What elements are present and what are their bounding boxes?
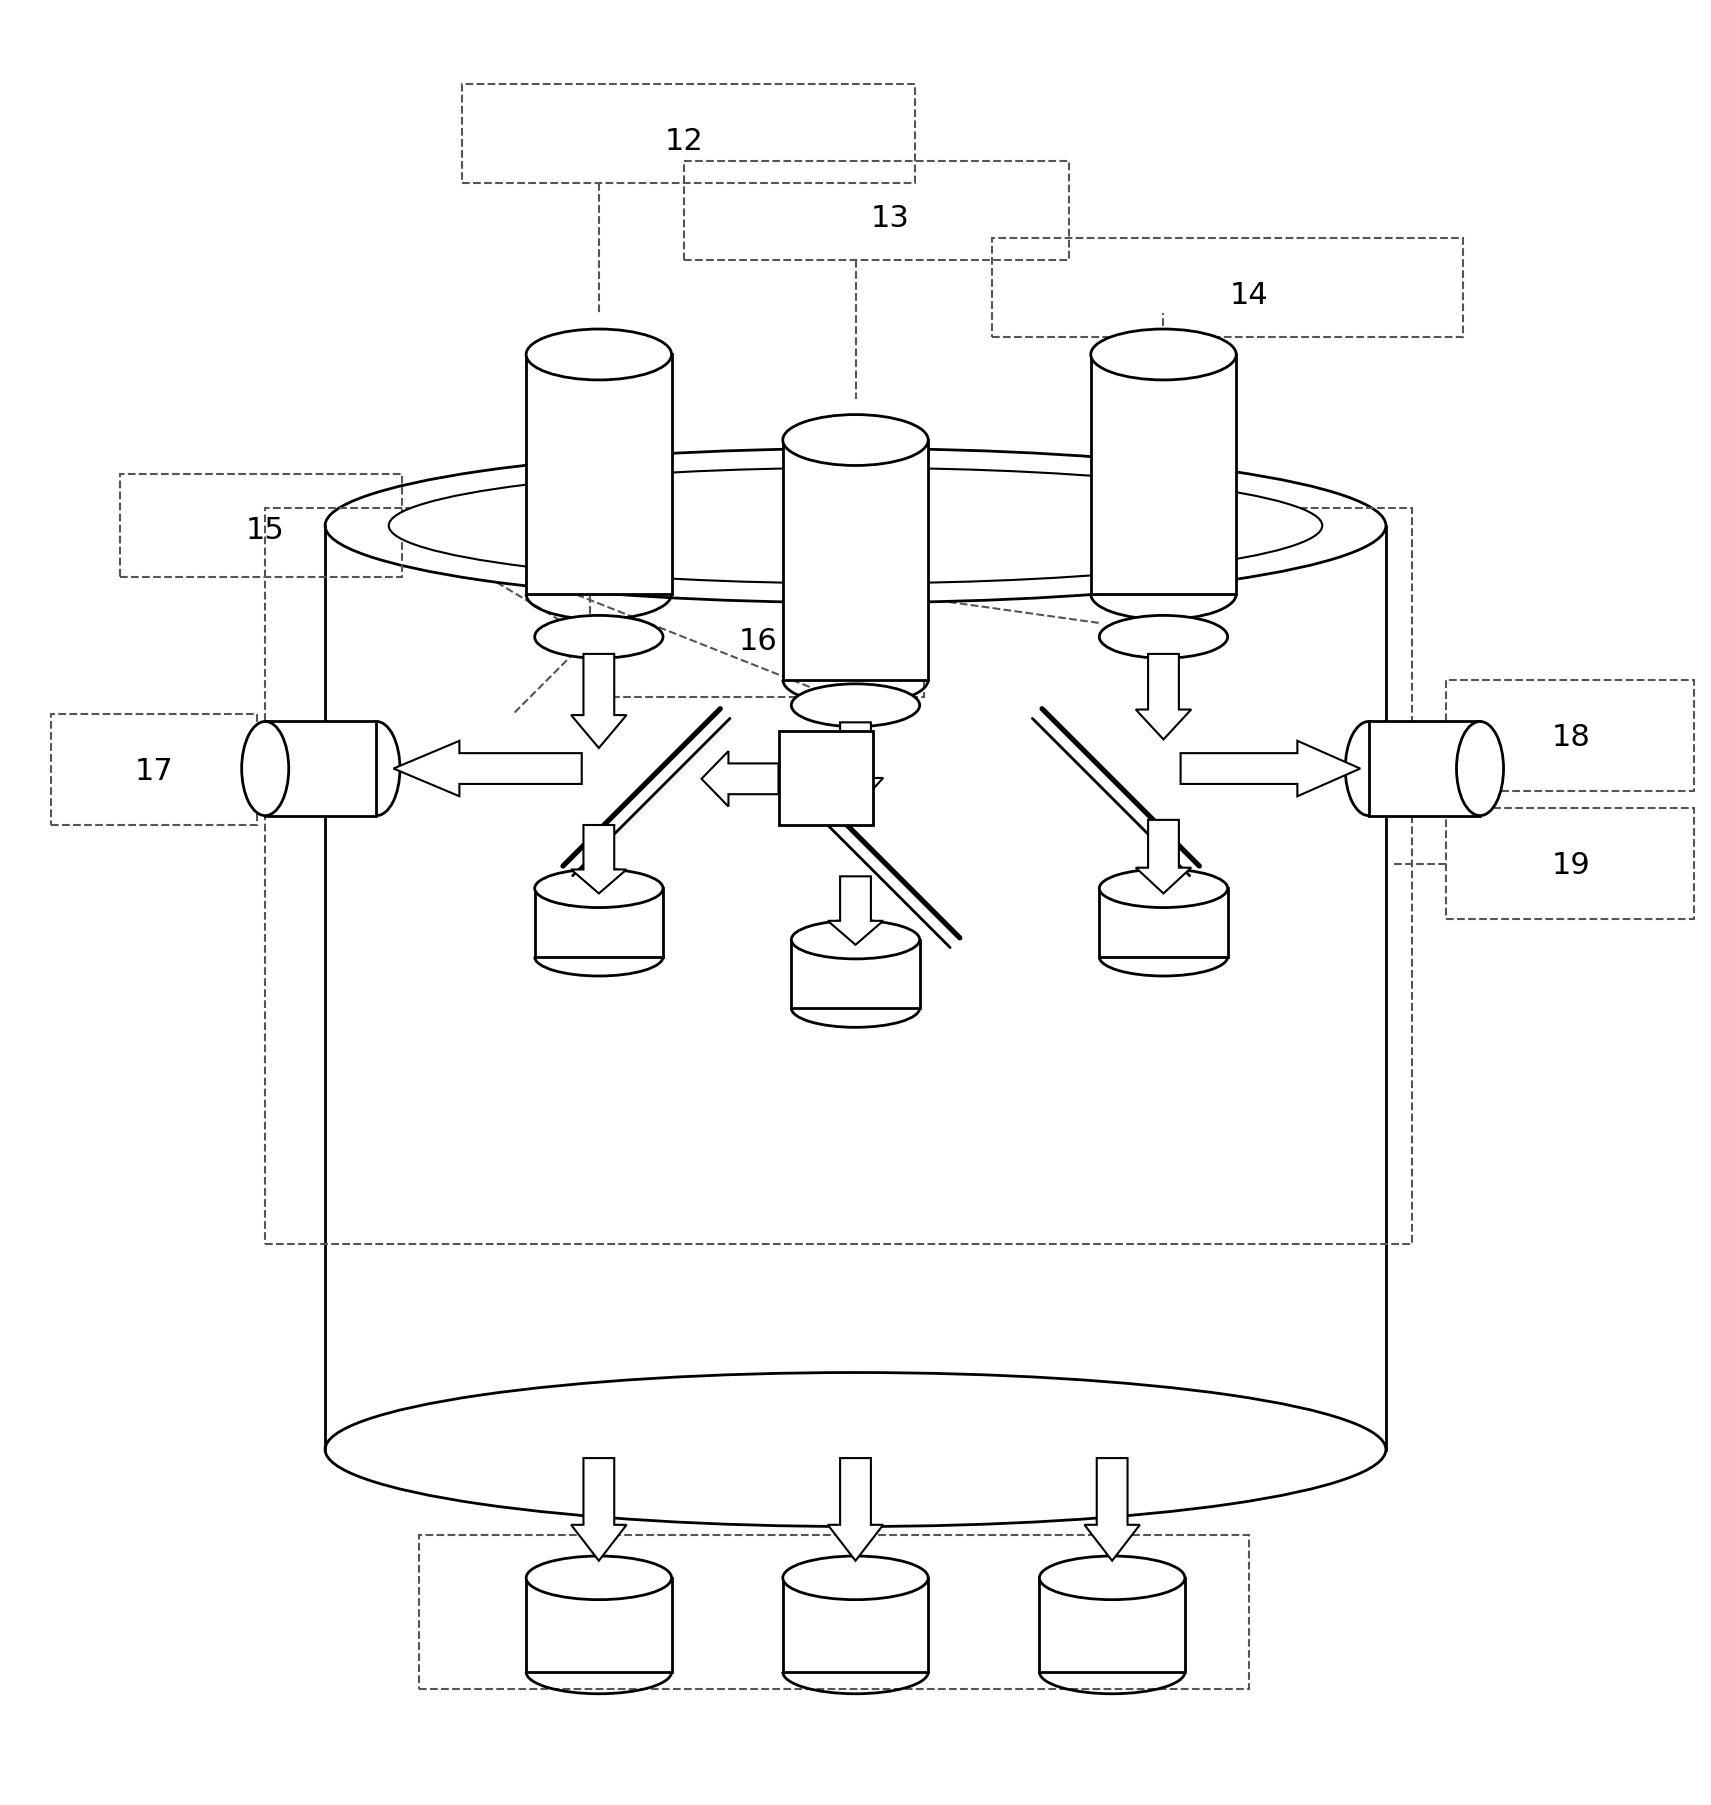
Ellipse shape <box>325 449 1386 603</box>
Ellipse shape <box>352 722 400 816</box>
Text: 16: 16 <box>739 626 777 655</box>
Bar <box>525 1578 671 1671</box>
Bar <box>265 722 376 816</box>
Polygon shape <box>1136 655 1191 740</box>
Ellipse shape <box>525 1556 671 1599</box>
Polygon shape <box>1136 821 1191 893</box>
Bar <box>1100 888 1227 957</box>
Ellipse shape <box>534 616 662 659</box>
Polygon shape <box>394 742 582 796</box>
Bar <box>782 440 927 680</box>
Bar <box>1446 809 1694 919</box>
Text: 14: 14 <box>1230 282 1268 310</box>
Polygon shape <box>571 1458 626 1561</box>
Bar <box>782 1578 927 1671</box>
Ellipse shape <box>1345 722 1393 816</box>
Ellipse shape <box>1090 330 1235 381</box>
Polygon shape <box>828 877 883 946</box>
Bar <box>462 85 915 184</box>
Bar <box>992 238 1463 338</box>
Polygon shape <box>571 825 626 893</box>
Ellipse shape <box>525 330 671 381</box>
Text: 19: 19 <box>1552 850 1590 879</box>
Polygon shape <box>828 724 883 809</box>
Ellipse shape <box>388 469 1323 585</box>
Ellipse shape <box>790 684 921 727</box>
Text: 12: 12 <box>666 126 703 155</box>
Ellipse shape <box>782 415 927 466</box>
Polygon shape <box>828 1458 883 1561</box>
Polygon shape <box>1181 742 1360 796</box>
Ellipse shape <box>1456 722 1504 816</box>
Text: 13: 13 <box>871 204 909 233</box>
Text: 15: 15 <box>246 514 284 543</box>
Ellipse shape <box>790 921 921 960</box>
Bar <box>590 578 924 697</box>
Bar <box>265 509 1412 1244</box>
Text: 17: 17 <box>135 756 173 785</box>
Ellipse shape <box>1100 870 1227 908</box>
Bar <box>1446 680 1694 791</box>
Bar <box>120 475 402 578</box>
Polygon shape <box>571 655 626 749</box>
Bar <box>1092 356 1235 594</box>
Bar <box>1040 1578 1184 1671</box>
Polygon shape <box>1085 1458 1140 1561</box>
Ellipse shape <box>1039 1556 1184 1599</box>
Bar <box>534 888 664 957</box>
Bar <box>1369 722 1480 816</box>
Ellipse shape <box>534 870 662 908</box>
Bar <box>779 731 873 825</box>
Ellipse shape <box>1100 616 1227 659</box>
Bar <box>790 940 921 1009</box>
Text: 18: 18 <box>1552 722 1590 751</box>
Bar <box>525 356 671 594</box>
Polygon shape <box>702 751 779 807</box>
Bar <box>419 1536 1249 1689</box>
Ellipse shape <box>782 1556 927 1599</box>
Bar <box>51 715 257 825</box>
Ellipse shape <box>241 722 289 816</box>
Bar <box>684 162 1069 262</box>
